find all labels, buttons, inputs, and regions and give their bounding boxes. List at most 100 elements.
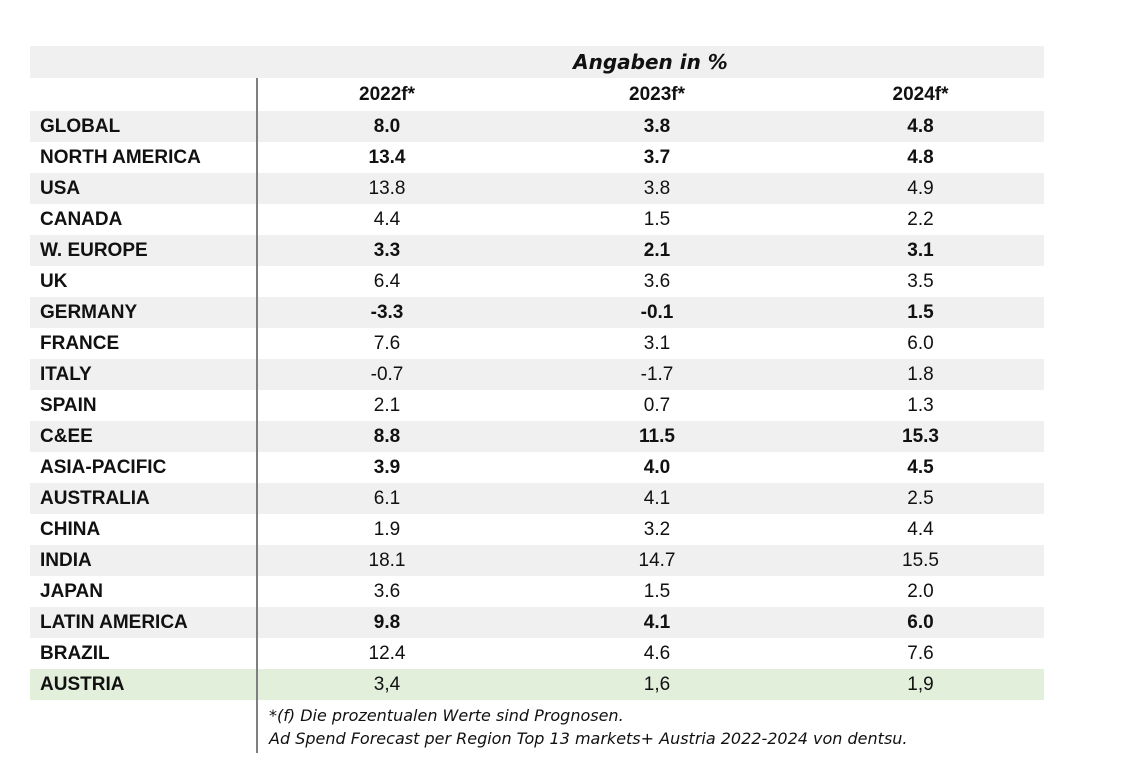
value-2023: 2.1 [643,239,671,261]
value-2024: 2.0 [907,580,934,602]
value-2022: 9.8 [373,611,401,633]
value-2024: 1.3 [907,394,934,416]
value-2023: -0.1 [640,301,674,323]
value-2024: 6.0 [907,332,934,354]
region-label: CHINA [40,518,101,540]
table-row: CANADA 4.4 1.5 2.2 [30,204,1044,235]
table-row: USA 13.8 3.8 4.9 [30,173,1044,204]
table-row: GERMANY -3.3 -0.1 1.5 [30,297,1044,328]
value-2022: 6.4 [373,270,401,292]
table-row: ASIA-PACIFIC 3.9 4.0 4.5 [30,452,1044,483]
table-row: UK 6.4 3.6 3.5 [30,266,1044,297]
header-2024f: 2024f* [892,83,949,105]
region-label: INDIA [40,549,92,571]
value-2023: 3.6 [643,270,671,292]
region-label: GLOBAL [40,115,121,137]
value-2023: 1,6 [643,673,671,695]
value-2024: 3.5 [907,270,934,292]
table-row: JAPAN 3.6 1.5 2.0 [30,576,1044,607]
value-2023: 1.5 [643,580,671,602]
table-row: AUSTRIA 3,4 1,6 1,9 [30,669,1044,700]
value-2022: 18.1 [368,549,406,571]
table-row: LATIN AMERICA 9.8 4.1 6.0 [30,607,1044,638]
value-2022: -0.7 [370,363,404,385]
value-2022: 3.9 [373,456,401,478]
ad-spend-forecast-table: Angaben in % 2022f* 2023f* 2024f* GLOBAL… [30,46,1044,750]
region-label: W. EUROPE [40,239,148,261]
footnotes: *(f) Die prozentualen Werte sind Prognos… [257,700,1044,750]
footnote-source: Ad Spend Forecast per Region Top 13 mark… [269,729,908,748]
value-2024: 4.4 [907,518,934,540]
value-2023: 3.7 [643,146,671,168]
value-2022: 3.3 [373,239,401,261]
value-2024: 1,9 [907,673,934,695]
table-title-band: Angaben in % [30,46,1044,78]
value-2024: 2.2 [907,208,934,230]
header-2023f: 2023f* [629,83,685,105]
region-label: JAPAN [40,580,103,602]
region-label: SPAIN [40,394,97,416]
region-label: AUSTRIA [40,673,125,695]
footnote-forecast-note: *(f) Die prozentualen Werte sind Prognos… [269,706,624,725]
header-2022f: 2022f* [359,83,415,105]
table-row: INDIA 18.1 14.7 15.5 [30,545,1044,576]
region-label: FRANCE [40,332,120,354]
region-label: ASIA-PACIFIC [40,456,167,478]
value-2022: 4.4 [373,208,401,230]
region-label: NORTH AMERICA [40,146,201,168]
region-label: BRAZIL [40,642,110,664]
table-row: BRAZIL 12.4 4.6 7.6 [30,638,1044,669]
value-2022: 8.0 [373,115,401,137]
value-2024: 4.8 [907,146,934,168]
value-2024: 15.3 [902,425,939,447]
value-2023: 4.1 [643,487,671,509]
value-2022: -3.3 [370,301,404,323]
table-row: AUSTRALIA 6.1 4.1 2.5 [30,483,1044,514]
value-2022: 1.9 [373,518,401,540]
table-header-row: 2022f* 2023f* 2024f* [30,78,1044,111]
value-2024: 15.5 [902,549,939,571]
region-label: AUSTRALIA [40,487,150,509]
table-title: Angaben in % [573,50,728,74]
region-label: CANADA [40,208,123,230]
region-label: USA [40,177,81,199]
table-row: SPAIN 2.1 0.7 1.3 [30,390,1044,421]
region-label: LATIN AMERICA [40,611,188,633]
value-2024: 7.6 [907,642,934,664]
value-2023: 4.6 [643,642,671,664]
value-2024: 6.0 [907,611,934,633]
table-row: CHINA 1.9 3.2 4.4 [30,514,1044,545]
value-2023: 3.2 [643,518,671,540]
value-2024: 4.9 [907,177,934,199]
value-2023: 1.5 [643,208,671,230]
value-2023: -1.7 [640,363,674,385]
region-label: UK [40,270,68,292]
value-2022: 6.1 [373,487,401,509]
table-body: GLOBAL 8.0 3.8 4.8 NORTH AMERICA 13.4 3.… [30,111,1044,700]
value-2024: 4.8 [907,115,934,137]
region-label: C&EE [40,425,93,447]
value-2024: 2.5 [907,487,934,509]
table-row: FRANCE 7.6 3.1 6.0 [30,328,1044,359]
value-2024: 3.1 [907,239,934,261]
value-2022: 12.4 [368,642,406,664]
value-2023: 4.1 [643,611,671,633]
value-2024: 1.8 [907,363,934,385]
table-row: GLOBAL 8.0 3.8 4.8 [30,111,1044,142]
table-row: W. EUROPE 3.3 2.1 3.1 [30,235,1044,266]
value-2024: 4.5 [907,456,934,478]
value-2022: 8.8 [373,425,401,447]
value-2023: 14.7 [638,549,676,571]
region-label: ITALY [40,363,92,385]
table-row: ITALY -0.7 -1.7 1.8 [30,359,1044,390]
region-label: GERMANY [40,301,138,323]
value-2023: 3.8 [643,115,671,137]
value-2023: 0.7 [643,394,671,416]
value-2023: 11.5 [639,425,675,447]
value-2022: 13.4 [368,146,406,168]
value-2022: 13.8 [368,177,406,199]
value-2022: 7.6 [373,332,401,354]
value-2022: 2.1 [373,394,401,416]
value-2022: 3.6 [373,580,401,602]
value-2022: 3,4 [373,673,401,695]
